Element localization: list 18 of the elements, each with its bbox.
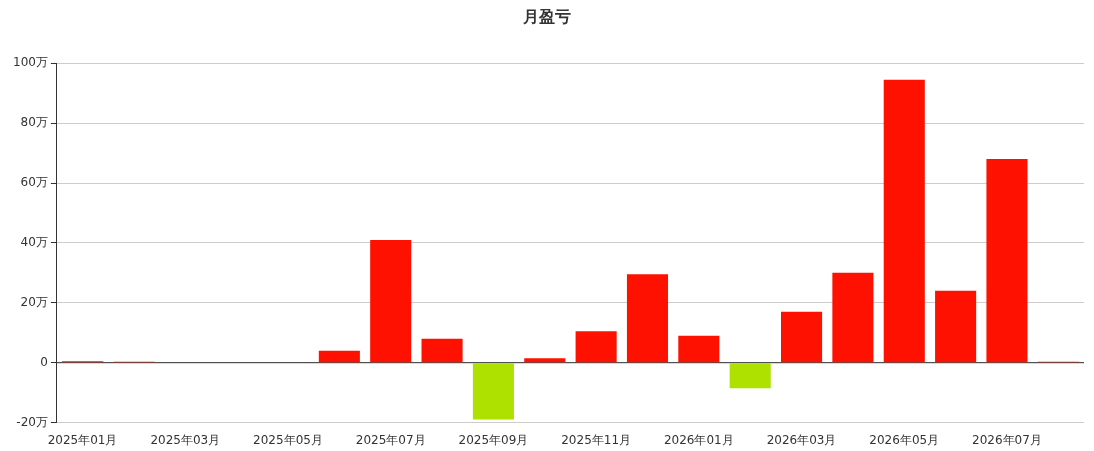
- y-tick-label: 40万: [20, 235, 48, 250]
- y-tick-label: 80万: [20, 115, 48, 130]
- y-tick-label: 100万: [13, 55, 48, 70]
- chart-title: 月盈亏: [522, 6, 571, 26]
- x-tick-label: 2025年11月: [561, 432, 632, 447]
- x-tick-label: 2025年09月: [458, 432, 529, 447]
- y-tick-label: -20万: [16, 414, 48, 429]
- x-tick-label: 2025年07月: [355, 432, 426, 447]
- x-tick-label: 2026年03月: [766, 432, 837, 447]
- x-tick-label: 2026年05月: [869, 432, 940, 447]
- x-tick-label: 2025年01月: [47, 432, 118, 447]
- x-tick-label: 2026年07月: [972, 432, 1042, 447]
- x-tick-label: 2025年03月: [150, 432, 221, 447]
- x-tick-label: 2025年05月: [253, 432, 323, 447]
- x-tick-label: 2026年01月: [663, 432, 734, 447]
- y-tick-label: 60万: [20, 175, 48, 190]
- y-tick-label: 20万: [20, 294, 48, 309]
- y-tick-label: 0: [40, 354, 48, 369]
